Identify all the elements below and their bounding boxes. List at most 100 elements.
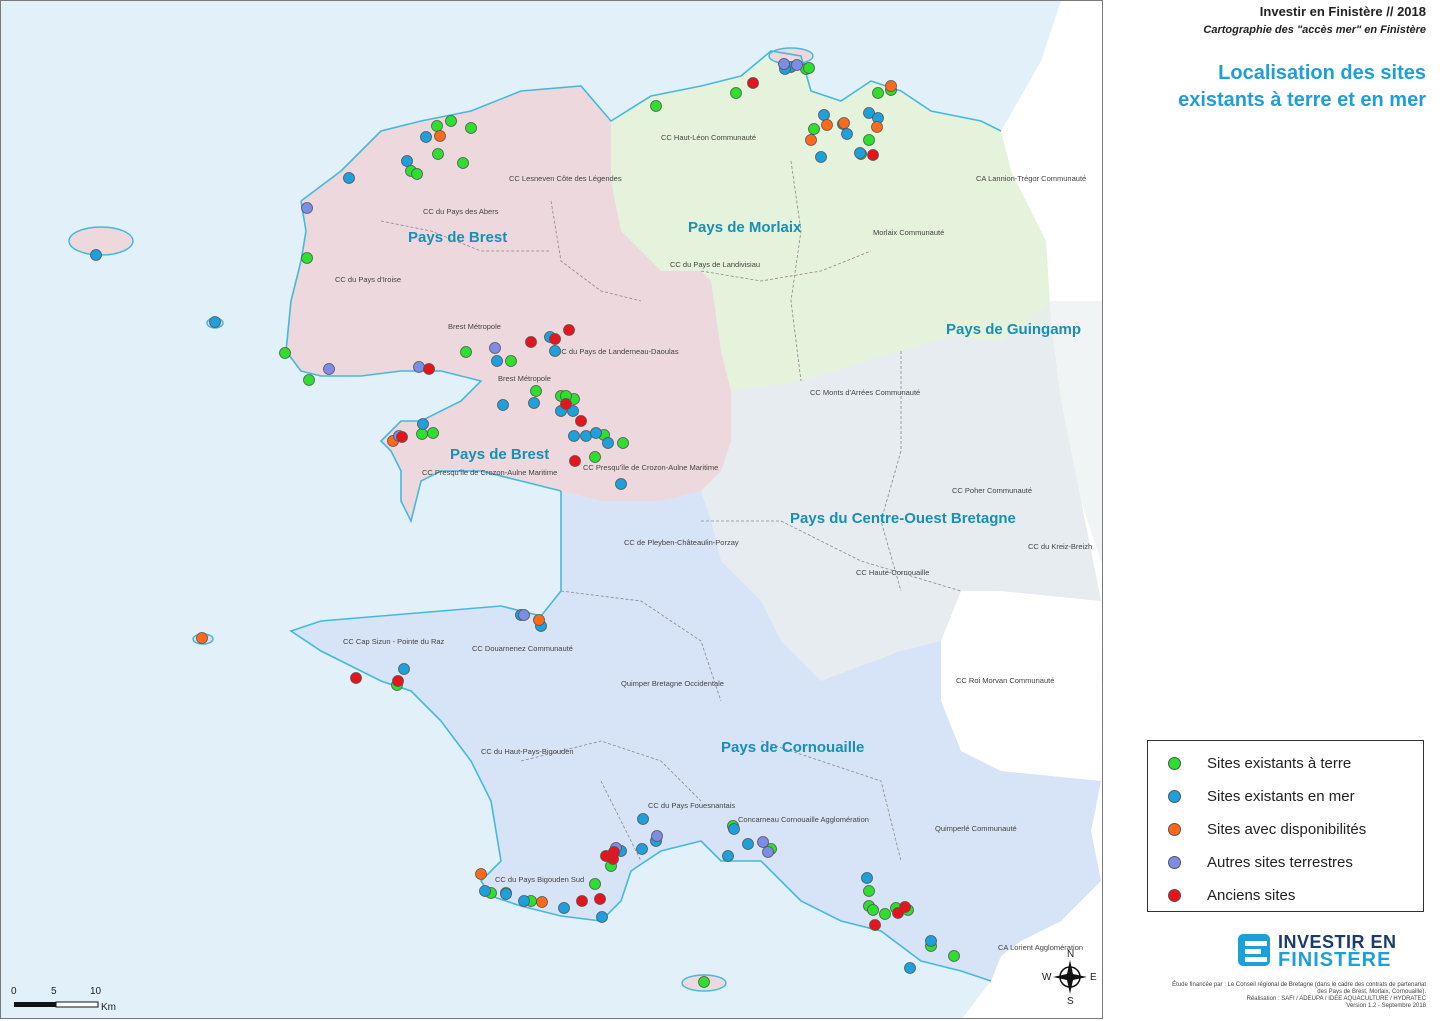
- site-marker-mer[interactable]: [398, 663, 410, 675]
- site-marker-dispo[interactable]: [805, 134, 817, 146]
- site-marker-mer[interactable]: [528, 397, 540, 409]
- site-marker-mer[interactable]: [500, 888, 512, 900]
- site-marker-anciens[interactable]: [576, 895, 588, 907]
- legend-item-terre[interactable]: Sites existants à terre: [1168, 753, 1351, 773]
- site-marker-dispo[interactable]: [821, 119, 833, 131]
- site-marker-terre[interactable]: [867, 904, 879, 916]
- site-marker-terre[interactable]: [863, 885, 875, 897]
- site-marker-autres[interactable]: [757, 836, 769, 848]
- site-marker-terre[interactable]: [650, 100, 662, 112]
- site-marker-mer[interactable]: [567, 405, 579, 417]
- site-marker-mer[interactable]: [343, 172, 355, 184]
- site-marker-terre[interactable]: [730, 87, 742, 99]
- site-marker-autres[interactable]: [413, 361, 425, 373]
- site-marker-anciens[interactable]: [525, 336, 537, 348]
- site-marker-anciens[interactable]: [747, 77, 759, 89]
- site-marker-dispo[interactable]: [536, 896, 548, 908]
- site-marker-terre[interactable]: [808, 123, 820, 135]
- site-marker-autres[interactable]: [651, 830, 663, 842]
- site-marker-terre[interactable]: [879, 908, 891, 920]
- site-marker-terre[interactable]: [863, 134, 875, 146]
- site-marker-mer[interactable]: [728, 823, 740, 835]
- site-marker-mer[interactable]: [420, 131, 432, 143]
- site-marker-mer[interactable]: [861, 872, 873, 884]
- site-marker-mer[interactable]: [615, 478, 627, 490]
- site-marker-autres[interactable]: [518, 609, 530, 621]
- legend-item-anciens[interactable]: Anciens sites: [1168, 885, 1295, 905]
- site-marker-terre[interactable]: [416, 428, 428, 440]
- map-canvas[interactable]: CC Haut-Léon Communauté CC Lesneven Côte…: [1, 1, 1103, 1019]
- site-marker-mer[interactable]: [209, 316, 221, 328]
- site-marker-autres[interactable]: [778, 58, 790, 70]
- site-marker-terre[interactable]: [589, 451, 601, 463]
- site-marker-mer[interactable]: [854, 147, 866, 159]
- site-marker-mer[interactable]: [90, 249, 102, 261]
- legend-item-autres[interactable]: Autres sites terrestres: [1168, 852, 1353, 872]
- site-marker-dispo[interactable]: [434, 130, 446, 142]
- site-marker-mer[interactable]: [549, 345, 561, 357]
- legend-item-mer[interactable]: Sites existants en mer: [1168, 786, 1355, 806]
- site-marker-terre[interactable]: [698, 976, 710, 988]
- site-marker-dispo[interactable]: [196, 632, 208, 644]
- site-marker-anciens[interactable]: [549, 333, 561, 345]
- site-marker-anciens[interactable]: [569, 455, 581, 467]
- site-marker-dispo[interactable]: [533, 614, 545, 626]
- site-marker-terre[interactable]: [803, 62, 815, 74]
- site-marker-terre[interactable]: [411, 168, 423, 180]
- site-marker-mer[interactable]: [742, 838, 754, 850]
- site-marker-mer[interactable]: [497, 399, 509, 411]
- site-marker-mer[interactable]: [558, 902, 570, 914]
- site-marker-mer[interactable]: [401, 155, 413, 167]
- site-marker-mer[interactable]: [590, 427, 602, 439]
- site-marker-autres[interactable]: [791, 59, 803, 71]
- site-marker-terre[interactable]: [460, 346, 472, 358]
- site-marker-terre[interactable]: [948, 950, 960, 962]
- site-marker-terre[interactable]: [432, 148, 444, 160]
- site-marker-mer[interactable]: [602, 437, 614, 449]
- site-marker-dispo[interactable]: [885, 80, 897, 92]
- site-marker-dispo[interactable]: [871, 121, 883, 133]
- site-marker-terre[interactable]: [617, 437, 629, 449]
- site-marker-anciens[interactable]: [600, 850, 612, 862]
- site-marker-mer[interactable]: [841, 128, 853, 140]
- site-marker-terre[interactable]: [431, 120, 443, 132]
- site-marker-mer[interactable]: [863, 107, 875, 119]
- site-marker-mer[interactable]: [815, 151, 827, 163]
- site-marker-anciens[interactable]: [350, 672, 362, 684]
- site-marker-autres[interactable]: [762, 846, 774, 858]
- site-marker-anciens[interactable]: [563, 324, 575, 336]
- site-marker-terre[interactable]: [445, 115, 457, 127]
- site-marker-anciens[interactable]: [392, 675, 404, 687]
- site-marker-terre[interactable]: [457, 157, 469, 169]
- map-frame[interactable]: CC Haut-Léon Communauté CC Lesneven Côte…: [0, 0, 1103, 1019]
- site-marker-anciens[interactable]: [869, 919, 881, 931]
- site-marker-terre[interactable]: [530, 385, 542, 397]
- site-marker-terre[interactable]: [465, 122, 477, 134]
- site-marker-anciens[interactable]: [396, 431, 408, 443]
- site-marker-mer[interactable]: [580, 430, 592, 442]
- site-marker-mer[interactable]: [637, 813, 649, 825]
- site-marker-anciens[interactable]: [594, 893, 606, 905]
- site-marker-mer[interactable]: [904, 962, 916, 974]
- site-marker-terre[interactable]: [589, 878, 601, 890]
- site-marker-autres[interactable]: [301, 202, 313, 214]
- site-marker-terre[interactable]: [505, 355, 517, 367]
- site-marker-autres[interactable]: [489, 342, 501, 354]
- site-marker-mer[interactable]: [925, 935, 937, 947]
- site-marker-anciens[interactable]: [867, 149, 879, 161]
- site-marker-anciens[interactable]: [423, 363, 435, 375]
- site-marker-mer[interactable]: [596, 911, 608, 923]
- legend-item-dispo[interactable]: Sites avec disponibilités: [1168, 819, 1366, 839]
- site-marker-anciens[interactable]: [575, 415, 587, 427]
- site-marker-mer[interactable]: [479, 885, 491, 897]
- site-marker-anciens[interactable]: [560, 398, 572, 410]
- site-marker-mer[interactable]: [818, 109, 830, 121]
- site-marker-terre[interactable]: [872, 87, 884, 99]
- site-marker-mer[interactable]: [417, 418, 429, 430]
- site-marker-mer[interactable]: [722, 850, 734, 862]
- site-marker-mer[interactable]: [636, 843, 648, 855]
- site-marker-mer[interactable]: [568, 430, 580, 442]
- site-marker-mer[interactable]: [491, 355, 503, 367]
- site-marker-terre[interactable]: [301, 252, 313, 264]
- site-marker-terre[interactable]: [303, 374, 315, 386]
